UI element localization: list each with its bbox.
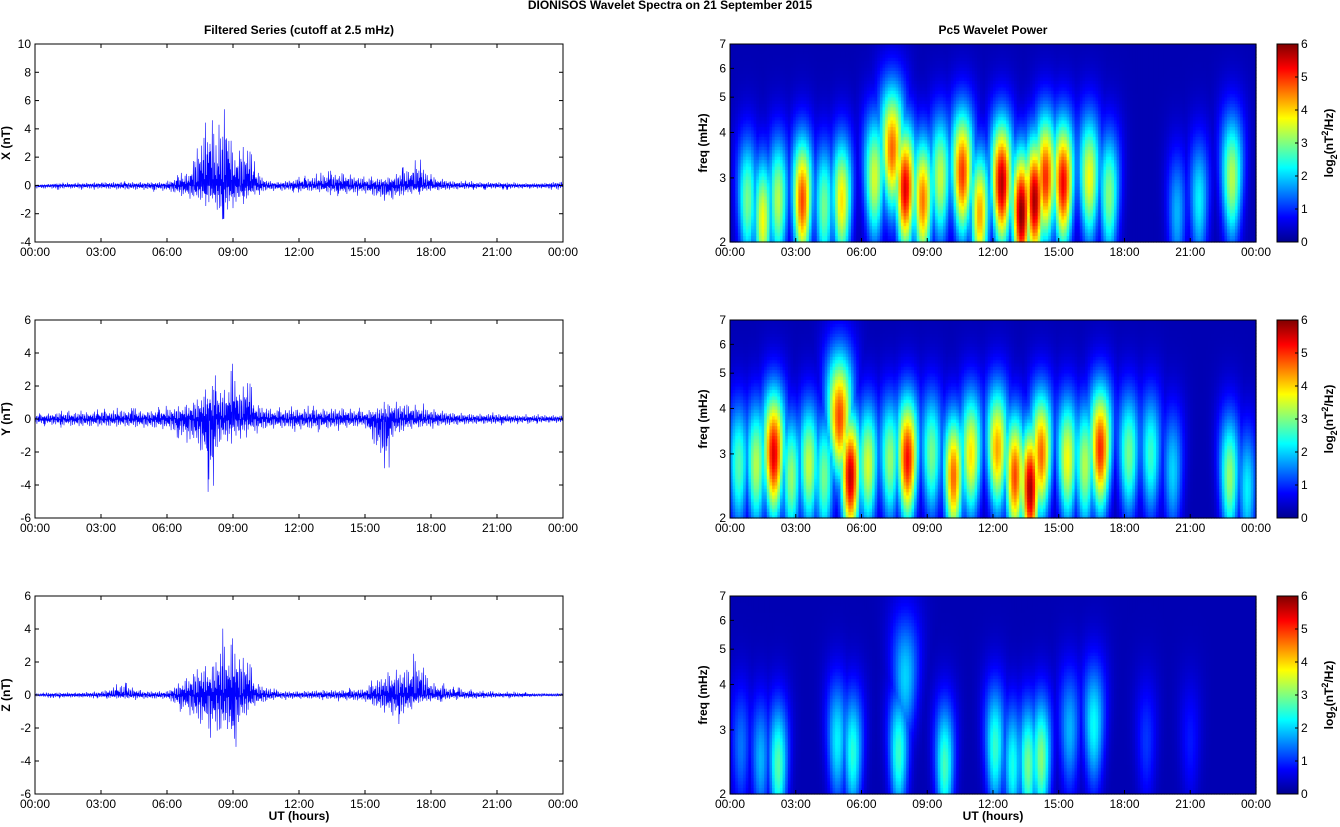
series-trace <box>35 364 563 492</box>
ytick-label: 2 <box>24 655 31 669</box>
left-xtick-label: 21:00 <box>482 245 512 259</box>
ytick-label: 2 <box>24 379 31 393</box>
ytick-label: 4 <box>24 122 31 136</box>
left-xtick-label: 09:00 <box>218 797 248 811</box>
ytick-label: 0 <box>24 412 31 426</box>
series-trace <box>35 109 563 219</box>
left-xtick-label: 06:00 <box>152 797 182 811</box>
y-axis-label: Z (nT) <box>0 678 13 711</box>
left-xtick-label: 09:00 <box>218 245 248 259</box>
ytick-label: -2 <box>20 207 31 221</box>
ytick-label: -2 <box>20 721 31 735</box>
left-xtick-label: 15:00 <box>350 797 380 811</box>
left-xtick-label: 00:00 <box>548 797 578 811</box>
y-axis-label: X (nT) <box>0 126 13 160</box>
left-xtick-label: 21:00 <box>482 521 512 535</box>
left-xtick-label: 15:00 <box>350 245 380 259</box>
ytick-label: 6 <box>24 589 31 603</box>
left-xtick-label: 09:00 <box>218 521 248 535</box>
ytick-label: 6 <box>24 94 31 108</box>
figure-title: DIONISOS Wavelet Spectra on 21 September… <box>528 0 813 12</box>
left-xtick-label: 03:00 <box>86 797 116 811</box>
left-xtick-label: 18:00 <box>416 245 446 259</box>
x-axis-label: UT (hours) <box>269 809 330 823</box>
left-xtick-label: 03:00 <box>86 521 116 535</box>
left-xtick-label: 12:00 <box>284 521 314 535</box>
ytick-label: 4 <box>24 346 31 360</box>
left-xtick-label: 18:00 <box>416 521 446 535</box>
left-xtick-label: 00:00 <box>20 521 50 535</box>
left-xtick-label: 03:00 <box>86 245 116 259</box>
left-xtick-label: 15:00 <box>350 521 380 535</box>
ytick-label: -2 <box>20 445 31 459</box>
ytick-label: 0 <box>24 178 31 192</box>
left-xtick-label: 06:00 <box>152 521 182 535</box>
ytick-label: 8 <box>24 65 31 79</box>
plot-frame <box>35 44 563 242</box>
left-xtick-label: 18:00 <box>416 797 446 811</box>
left-xtick-label: 21:00 <box>482 797 512 811</box>
panel-title: Filtered Series (cutoff at 2.5 mHz) <box>204 23 394 37</box>
ytick-label: -4 <box>20 754 31 768</box>
left-xtick-label: 06:00 <box>152 245 182 259</box>
ytick-label: 4 <box>24 622 31 636</box>
y-axis-label: Y (nT) <box>0 402 13 436</box>
heatmap-cells <box>730 44 1257 243</box>
left-xtick-label: 00:00 <box>548 521 578 535</box>
left-xtick-label: 00:00 <box>20 245 50 259</box>
ytick-label: 6 <box>24 313 31 327</box>
ytick-label: 2 <box>24 150 31 164</box>
left-xtick-label: 12:00 <box>284 245 314 259</box>
left-xtick-label: 00:00 <box>20 797 50 811</box>
series-trace <box>35 629 563 747</box>
ytick-label: 0 <box>24 688 31 702</box>
left-xtick-label: 00:00 <box>548 245 578 259</box>
ytick-label: -4 <box>20 478 31 492</box>
ytick-label: 10 <box>18 37 32 51</box>
